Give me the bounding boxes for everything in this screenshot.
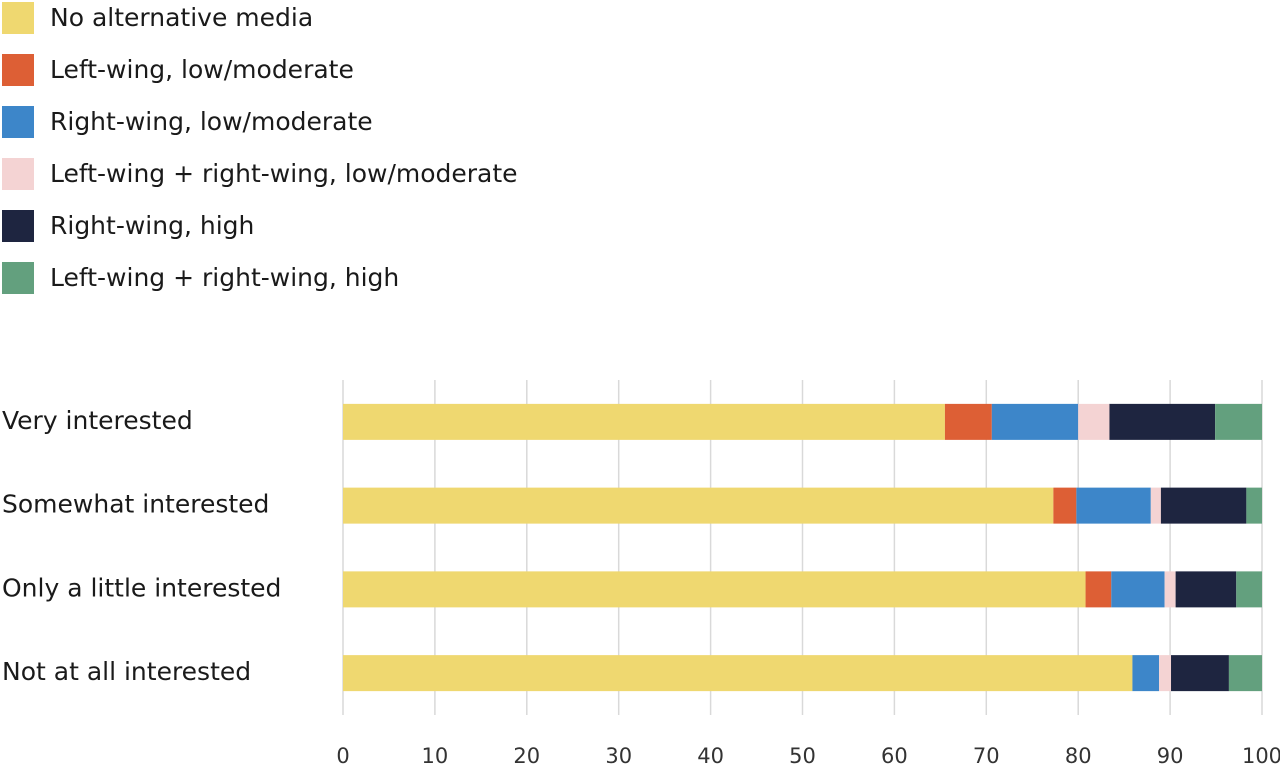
x-tick-label: 10 (422, 744, 449, 768)
legend-label: Right-wing, high (50, 211, 254, 240)
bar-segment (343, 655, 1133, 692)
x-tick-label: 60 (881, 744, 908, 768)
legend-label: Left-wing + right-wing, low/moderate (50, 159, 518, 188)
legend-label: Right-wing, low/moderate (50, 107, 373, 136)
x-tick-label: 20 (513, 744, 540, 768)
bar-segment (343, 487, 1054, 524)
y-tick-label: Very interested (2, 406, 193, 435)
bar-segment (1171, 655, 1229, 692)
bar-segment (1132, 655, 1160, 692)
bar-segment (944, 403, 992, 440)
legend-swatch (2, 158, 34, 190)
bar-segment (1175, 571, 1237, 608)
x-tick-label: 50 (789, 744, 816, 768)
legend-swatch (2, 54, 34, 86)
legend-label: Left-wing, low/moderate (50, 55, 354, 84)
bar-segment (1111, 571, 1165, 608)
bar-segment (1228, 655, 1262, 692)
bar-segment (1085, 571, 1112, 608)
x-tick-label: 100 (1242, 744, 1280, 768)
bar-segment (1150, 487, 1161, 524)
bar-segment (1078, 403, 1110, 440)
x-tick-label: 0 (336, 744, 349, 768)
x-tick-label: 90 (1157, 744, 1184, 768)
legend-swatch (2, 106, 34, 138)
bar-segment (1236, 571, 1262, 608)
bar-segment (1053, 487, 1077, 524)
y-tick-label: Only a little interested (2, 573, 281, 602)
bar-segment (1109, 403, 1216, 440)
bar-segment (1215, 403, 1262, 440)
legend-label: Left-wing + right-wing, high (50, 263, 399, 292)
bar-segment (343, 571, 1086, 608)
bar-segment (343, 403, 945, 440)
bar-segment (1160, 487, 1247, 524)
x-tick-label: 80 (1065, 744, 1092, 768)
x-tick-label: 40 (697, 744, 724, 768)
legend-swatch (2, 262, 34, 294)
bar-segment (991, 403, 1079, 440)
x-tick-label: 30 (605, 744, 632, 768)
legend-swatch (2, 2, 34, 34)
x-tick-label: 70 (973, 744, 1000, 768)
bar-segment (1246, 487, 1262, 524)
bar-segment (1159, 655, 1172, 692)
legend-swatch (2, 210, 34, 242)
bar-segment (1164, 571, 1176, 608)
y-tick-label: Somewhat interested (2, 490, 269, 519)
bar-segment (1076, 487, 1151, 524)
legend-label: No alternative media (50, 3, 313, 32)
y-tick-label: Not at all interested (2, 657, 251, 686)
